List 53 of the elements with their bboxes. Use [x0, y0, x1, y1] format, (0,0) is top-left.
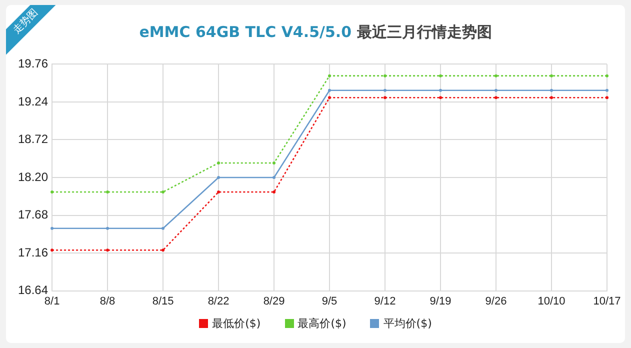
point: [272, 190, 276, 194]
point: [439, 96, 442, 100]
point: [494, 88, 498, 92]
point: [106, 226, 110, 230]
x-tick-label: 8/15: [152, 295, 174, 308]
x-tick-label: 8/22: [208, 295, 230, 308]
y-tick-label: 17.68: [18, 208, 48, 222]
x-tick-label: 10/10: [538, 295, 566, 308]
point: [106, 248, 110, 252]
y-tick-label: 19.76: [18, 56, 48, 71]
x-tick-label: 9/12: [374, 295, 396, 308]
point: [328, 74, 332, 78]
point: [162, 226, 165, 230]
x-tick-label: 10/17: [593, 295, 621, 308]
point: [494, 96, 498, 100]
legend-label: 最低价($): [211, 316, 261, 331]
y-tick-label: 16.64: [18, 283, 48, 298]
point: [550, 74, 554, 78]
y-tick-label: 18.72: [18, 132, 48, 146]
x-tick-label: 8/1: [44, 295, 60, 308]
point: [439, 88, 442, 92]
point: [384, 88, 387, 92]
point: [328, 88, 332, 92]
point: [217, 190, 220, 194]
point: [606, 88, 608, 92]
point: [384, 96, 387, 100]
legend-label: 平均价($): [382, 316, 432, 331]
point: [162, 190, 165, 194]
x-tick-label: 8/8: [100, 295, 116, 308]
point: [50, 190, 54, 194]
x-tick-label: 9/26: [485, 295, 507, 308]
point: [384, 74, 387, 78]
point: [50, 248, 54, 252]
chart-title: eMMC 64GB TLC V4.5/5.0 最近三月行情走势图: [139, 23, 492, 41]
point: [162, 248, 165, 252]
point: [494, 74, 498, 78]
y-tick-label: 17.16: [18, 245, 48, 260]
point: [439, 74, 442, 78]
point: [106, 190, 110, 194]
point: [550, 88, 554, 92]
point: [272, 161, 276, 164]
point: [217, 161, 220, 164]
point: [550, 96, 554, 100]
x-tick-label: 9/19: [430, 295, 452, 308]
point: [606, 74, 608, 78]
x-tick-label: 8/29: [263, 295, 285, 308]
x-tick-label: 9/5: [322, 295, 338, 308]
point: [50, 226, 54, 230]
y-tick-label: 18.20: [18, 170, 48, 184]
point: [328, 96, 332, 100]
legend-label: 最高价($): [296, 316, 346, 331]
point: [606, 96, 608, 100]
y-tick-label: 19.24: [18, 94, 48, 108]
